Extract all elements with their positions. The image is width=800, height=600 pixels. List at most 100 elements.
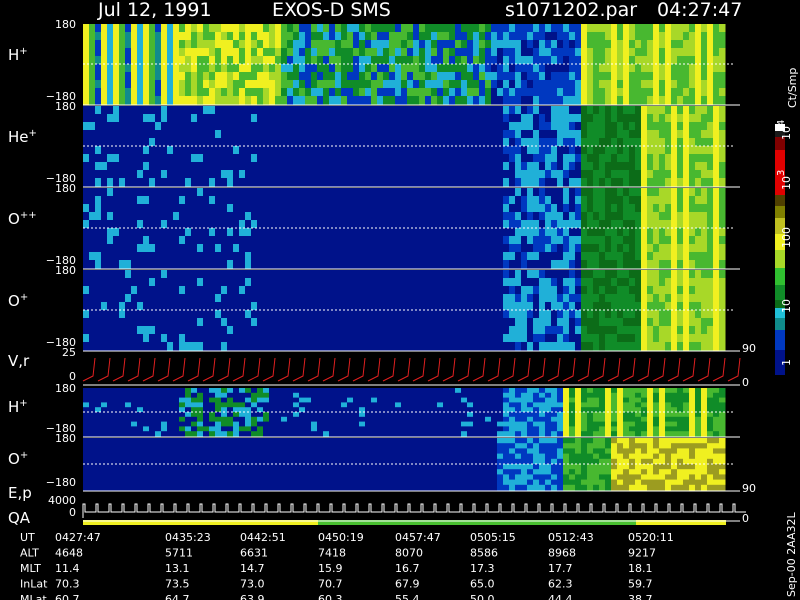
spectrogram-cell [443, 72, 450, 81]
spectrogram-cell [719, 310, 726, 319]
spectrogram-cell [257, 244, 264, 253]
spectrogram-cell [407, 412, 414, 418]
spectrogram-cell [719, 138, 726, 147]
spectrogram-cell [443, 407, 450, 413]
spectrogram-cell [503, 56, 510, 65]
spectrogram-cell [347, 310, 354, 319]
spectrogram-cell [311, 80, 318, 89]
spectrogram-cell [269, 388, 276, 394]
spectrogram-cell [173, 130, 180, 139]
spectrogram-cell [245, 388, 252, 394]
spectrogram-cell [347, 106, 354, 115]
spectrogram-cell [683, 260, 690, 269]
spectrogram-cell [239, 138, 246, 147]
spectrogram-cell [623, 286, 630, 295]
spectrogram-cell [215, 170, 222, 179]
spectrogram-cell [533, 220, 540, 229]
spectrogram-cell [443, 64, 450, 73]
spectrogram-cell [155, 122, 162, 131]
spectrogram-cell [593, 130, 600, 139]
spectrogram-cell [233, 402, 240, 408]
spectrogram-cell [551, 294, 558, 303]
spectrogram-cell [389, 80, 396, 89]
spectrogram-cell [161, 56, 168, 65]
spectrogram-cell [125, 130, 132, 139]
spectrogram-cell [707, 162, 714, 171]
spectrogram-cell [587, 32, 594, 41]
spectrogram-cell [257, 302, 264, 311]
spectrogram-cell [329, 244, 336, 253]
spectrogram-cell [275, 154, 282, 163]
spectrogram-cell [413, 294, 420, 303]
spectrogram-cell [473, 24, 480, 33]
spectrogram-cell [473, 252, 480, 261]
spectrogram-cell [383, 412, 390, 418]
spectrogram-cell [173, 407, 180, 413]
spectrogram-cell [179, 188, 186, 197]
spectrogram-cell [275, 96, 282, 105]
spectrogram-cell [557, 196, 564, 205]
spectrogram-cell [347, 72, 354, 81]
spectrogram-cell [287, 170, 294, 179]
spectrogram-cell [239, 286, 246, 295]
spectrogram-cell [209, 431, 216, 437]
spectrogram-cell [311, 56, 318, 65]
spectrogram-cell [167, 278, 174, 287]
spectrogram-cell [257, 64, 264, 73]
spectrogram-cell [533, 318, 540, 327]
spectrogram-cell [239, 397, 246, 403]
spectrogram-cell [707, 48, 714, 57]
spectrogram-cell [209, 294, 216, 303]
spectrogram-cell [143, 64, 150, 73]
spectrogram-cell [551, 228, 558, 237]
spectrogram-cell [521, 294, 528, 303]
spectrogram-cell [563, 236, 570, 245]
spectrogram-cell [599, 244, 606, 253]
spectrogram-cell [329, 24, 336, 33]
spectrogram-cell [209, 310, 216, 319]
spectrogram-cell [521, 162, 528, 171]
spectrogram-cell [461, 80, 468, 89]
spectrogram-cell [389, 431, 396, 437]
spectrogram-cell [653, 212, 660, 221]
spectrogram-cell [695, 302, 702, 311]
spectrogram-cell [419, 114, 426, 123]
spectrogram-cell [377, 188, 384, 197]
spectrogram-cell [317, 188, 324, 197]
spectrogram-cell [407, 318, 414, 327]
spectrogram-cell [101, 342, 108, 351]
spectrogram-cell [545, 64, 552, 73]
spectrogram-cell [455, 397, 462, 403]
spectrogram-cell [335, 294, 342, 303]
spectrogram-cell [251, 388, 258, 394]
spectrogram-cell [191, 40, 198, 49]
spectrogram-cell [473, 138, 480, 147]
spectrogram-cell [509, 96, 516, 105]
spectrogram-cell [263, 204, 270, 213]
spectrogram-cell [149, 212, 156, 221]
spectrogram-cell [239, 64, 246, 73]
spectrogram-cell [269, 342, 276, 351]
spectrogram-cell [389, 334, 396, 343]
spectrogram-cell [479, 196, 486, 205]
spectrogram-cell [251, 64, 258, 73]
spectrogram-cell [329, 40, 336, 49]
spectrogram-cell [449, 220, 456, 229]
spectrogram-cell [359, 138, 366, 147]
spectrogram-cell [575, 204, 582, 213]
spectrogram-cell [521, 114, 528, 123]
spectrogram-cell [641, 270, 648, 279]
spectrogram-cell [293, 388, 300, 394]
spectrogram-cell [491, 318, 498, 327]
spectrogram-cell [209, 421, 216, 427]
spectrogram-cell [629, 88, 636, 97]
spectrogram-cell [575, 64, 582, 73]
spectrogram-cell [575, 188, 582, 197]
spectrogram-cell [557, 236, 564, 245]
spectrogram-cell [185, 342, 192, 351]
spectrogram-cell [317, 138, 324, 147]
spectrogram-cell [527, 228, 534, 237]
spectrogram-cell [635, 326, 642, 335]
spectrogram-cell [359, 212, 366, 221]
spectrogram-cell [695, 220, 702, 229]
